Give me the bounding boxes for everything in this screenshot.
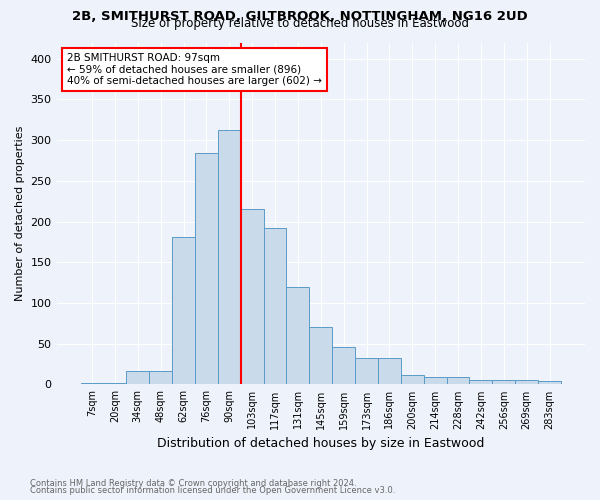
Bar: [401, 374, 424, 384]
Text: 2B, SMITHURST ROAD, GILTBROOK, NOTTINGHAM, NG16 2UD: 2B, SMITHURST ROAD, GILTBROOK, NOTTINGHA…: [72, 10, 528, 23]
Bar: [286, 286, 310, 384]
Bar: [332, 347, 355, 385]
Bar: [493, 380, 515, 384]
Bar: [310, 328, 332, 384]
Bar: [127, 372, 149, 384]
Bar: [538, 381, 561, 384]
Bar: [263, 228, 286, 384]
Bar: [172, 237, 195, 384]
Text: 2B SMITHURST ROAD: 97sqm
← 59% of detached houses are smaller (896)
40% of semi-: 2B SMITHURST ROAD: 97sqm ← 59% of detach…: [67, 53, 322, 86]
Bar: [446, 377, 469, 384]
Y-axis label: Number of detached properties: Number of detached properties: [15, 126, 25, 301]
Bar: [378, 358, 401, 384]
Text: Contains HM Land Registry data © Crown copyright and database right 2024.: Contains HM Land Registry data © Crown c…: [30, 478, 356, 488]
Bar: [195, 153, 218, 384]
Text: Contains public sector information licensed under the Open Government Licence v3: Contains public sector information licen…: [30, 486, 395, 495]
Bar: [103, 383, 127, 384]
Bar: [80, 383, 103, 384]
Text: Size of property relative to detached houses in Eastwood: Size of property relative to detached ho…: [131, 18, 469, 30]
Bar: [241, 210, 263, 384]
Bar: [469, 380, 493, 384]
Bar: [424, 377, 446, 384]
Bar: [218, 130, 241, 384]
X-axis label: Distribution of detached houses by size in Eastwood: Distribution of detached houses by size …: [157, 437, 484, 450]
Bar: [355, 358, 378, 384]
Bar: [515, 380, 538, 384]
Bar: [149, 372, 172, 384]
